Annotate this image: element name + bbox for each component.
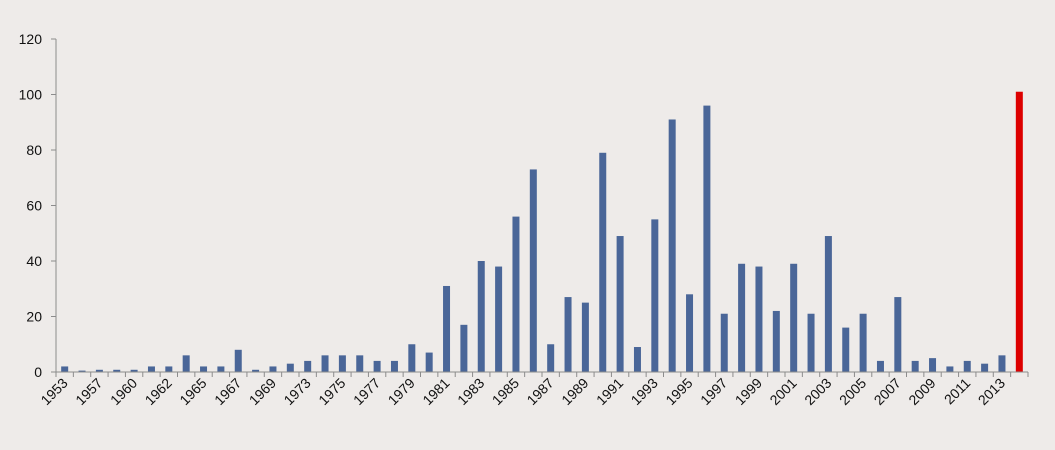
x-tick-label: 1973	[280, 375, 313, 408]
bar	[130, 369, 138, 372]
bar	[147, 366, 155, 372]
bar	[217, 366, 225, 372]
bar	[963, 360, 971, 372]
bar	[477, 261, 485, 372]
bar	[321, 355, 329, 372]
bar	[738, 263, 746, 372]
x-tick-label: 1965	[176, 375, 209, 408]
x-tick-label: 2009	[905, 375, 938, 408]
bar	[929, 358, 937, 373]
bar	[252, 369, 260, 372]
bar	[234, 349, 242, 372]
bar	[165, 366, 173, 372]
x-axis: 1953 1957 1960 1962 1965 1967 1969 1973 1975 1977…	[37, 371, 1029, 408]
bar	[390, 360, 398, 372]
bar	[946, 366, 954, 372]
bar	[842, 327, 850, 372]
x-tick-label: 1983	[454, 375, 487, 408]
x-tick-label: 2013	[975, 375, 1008, 408]
x-tick-label: 1977	[350, 375, 383, 408]
bar	[495, 266, 503, 372]
bar	[616, 236, 624, 372]
x-tick-label: 1987	[523, 375, 556, 408]
bar	[443, 285, 451, 372]
x-tick-label: 1960	[107, 375, 140, 408]
bar	[911, 360, 919, 372]
x-tick-label: 1953	[37, 375, 70, 408]
y-tick-label: 60	[26, 198, 42, 214]
x-tick-label: 1981	[419, 375, 452, 408]
x-tick-label: 2007	[871, 375, 904, 408]
y-tick-label: 0	[34, 364, 42, 380]
x-tick-label: 2003	[801, 375, 834, 408]
x-tick-label: 1997	[697, 375, 730, 408]
y-tick-label: 100	[19, 87, 43, 103]
bar	[633, 347, 641, 372]
bar	[668, 119, 676, 372]
bar	[547, 344, 555, 372]
bar	[61, 366, 69, 372]
x-tick-label: 2011	[941, 375, 974, 408]
bar	[686, 294, 694, 372]
bar	[981, 363, 989, 372]
x-tick-label: 1979	[385, 375, 418, 408]
bar	[703, 105, 711, 372]
bar	[200, 366, 208, 372]
x-tick-label: 1999	[732, 375, 765, 408]
bar	[824, 236, 832, 372]
x-tick-label: 2005	[836, 375, 869, 408]
bar	[998, 355, 1006, 372]
x-tick-label: 1967	[211, 375, 244, 408]
bar	[807, 313, 815, 372]
x-tick-label: 2001	[766, 375, 799, 408]
bar	[529, 169, 537, 372]
x-tick-label: 1975	[315, 375, 348, 408]
bar	[408, 344, 416, 372]
bar	[286, 363, 294, 372]
bar	[599, 152, 607, 372]
y-axis: 0 20 40 60 80 100 120	[19, 31, 57, 380]
y-tick-label: 120	[19, 31, 43, 47]
bar	[373, 360, 381, 372]
x-tick-label: 1991	[593, 375, 626, 408]
x-tick-label: 1962	[142, 375, 175, 408]
y-tick-label: 80	[26, 142, 42, 158]
y-tick-label: 20	[26, 309, 42, 325]
y-tick-label: 40	[26, 253, 42, 269]
bar	[581, 302, 589, 373]
bar	[338, 355, 346, 372]
bar	[720, 313, 728, 372]
x-tick-label: 1989	[558, 375, 591, 408]
bar	[859, 313, 867, 372]
bar	[95, 369, 103, 372]
bar	[790, 263, 798, 372]
bar	[425, 352, 433, 372]
bar	[78, 370, 86, 372]
bar	[651, 219, 659, 373]
bar	[304, 360, 312, 372]
x-tick-label: 1993	[628, 375, 661, 408]
x-tick-label: 1985	[489, 375, 522, 408]
bar	[772, 310, 780, 372]
bar	[564, 297, 572, 372]
x-tick-label: 1995	[662, 375, 695, 408]
bar	[876, 360, 884, 372]
bar	[460, 324, 468, 372]
bar-highlight	[1015, 91, 1023, 372]
bar	[113, 369, 121, 372]
bar	[894, 297, 902, 372]
bar	[182, 355, 190, 372]
bars	[61, 91, 1023, 373]
bar	[269, 366, 277, 372]
bar	[356, 355, 364, 372]
x-tick-label: 1969	[246, 375, 279, 408]
x-tick-label: 1957	[72, 375, 105, 408]
bar	[755, 266, 763, 372]
bar	[512, 216, 520, 372]
